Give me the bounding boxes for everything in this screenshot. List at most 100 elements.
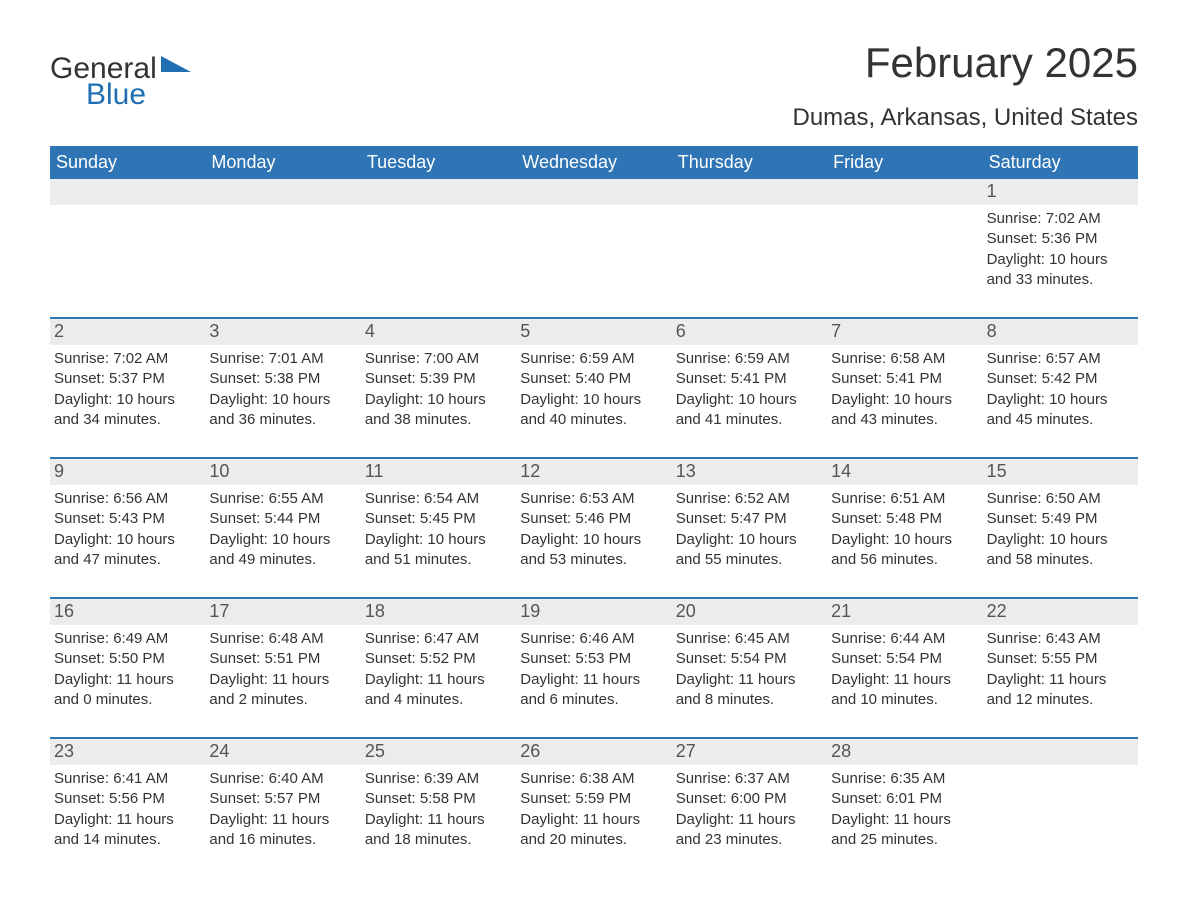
daylight-text: Daylight: 10 hours and 38 minutes. [365, 390, 512, 431]
day-cell: Sunrise: 6:58 AMSunset: 5:41 PMDaylight:… [827, 345, 982, 437]
daylight-text: Daylight: 11 hours and 25 minutes. [831, 810, 978, 851]
day-cell: Sunrise: 6:37 AMSunset: 6:00 PMDaylight:… [672, 765, 827, 857]
day-number: 5 [516, 319, 671, 345]
day-number: 14 [827, 459, 982, 485]
sunset-text: Sunset: 6:00 PM [676, 789, 823, 809]
day-cell [672, 205, 827, 297]
day-number: 12 [516, 459, 671, 485]
day-number: 26 [516, 739, 671, 765]
day-number [50, 179, 205, 205]
day-cell: Sunrise: 6:54 AMSunset: 5:45 PMDaylight:… [361, 485, 516, 577]
calendar-week: 16171819202122Sunrise: 6:49 AMSunset: 5:… [50, 597, 1138, 717]
sunrise-text: Sunrise: 6:41 AM [54, 769, 201, 789]
sunrise-text: Sunrise: 6:46 AM [520, 629, 667, 649]
sunrise-text: Sunrise: 6:55 AM [209, 489, 356, 509]
day-number: 15 [983, 459, 1138, 485]
daybody-row: Sunrise: 6:56 AMSunset: 5:43 PMDaylight:… [50, 485, 1138, 577]
sunset-text: Sunset: 5:51 PM [209, 649, 356, 669]
brand-logo-text: General Blue [50, 54, 191, 110]
daylight-text: Daylight: 11 hours and 8 minutes. [676, 670, 823, 711]
dow-thursday: Thursday [672, 146, 827, 179]
day-cell: Sunrise: 7:00 AMSunset: 5:39 PMDaylight:… [361, 345, 516, 437]
sunset-text: Sunset: 5:47 PM [676, 509, 823, 529]
sunrise-text: Sunrise: 6:35 AM [831, 769, 978, 789]
daybody-row: Sunrise: 6:49 AMSunset: 5:50 PMDaylight:… [50, 625, 1138, 717]
sunset-text: Sunset: 5:49 PM [987, 509, 1134, 529]
sunset-text: Sunset: 5:42 PM [987, 369, 1134, 389]
daylight-text: Daylight: 10 hours and 34 minutes. [54, 390, 201, 431]
sunset-text: Sunset: 5:41 PM [676, 369, 823, 389]
day-number [672, 179, 827, 205]
daylight-text: Daylight: 11 hours and 0 minutes. [54, 670, 201, 711]
daynum-row: 9101112131415 [50, 459, 1138, 485]
sunset-text: Sunset: 5:59 PM [520, 789, 667, 809]
day-number: 13 [672, 459, 827, 485]
day-number: 2 [50, 319, 205, 345]
day-number: 19 [516, 599, 671, 625]
day-number: 6 [672, 319, 827, 345]
sunrise-text: Sunrise: 6:59 AM [520, 349, 667, 369]
sunrise-text: Sunrise: 6:38 AM [520, 769, 667, 789]
daylight-text: Daylight: 11 hours and 4 minutes. [365, 670, 512, 711]
sunrise-text: Sunrise: 6:40 AM [209, 769, 356, 789]
daylight-text: Daylight: 10 hours and 51 minutes. [365, 530, 512, 571]
sunrise-text: Sunrise: 6:43 AM [987, 629, 1134, 649]
calendar: Sunday Monday Tuesday Wednesday Thursday… [50, 146, 1138, 857]
day-cell: Sunrise: 7:01 AMSunset: 5:38 PMDaylight:… [205, 345, 360, 437]
daybody-row: Sunrise: 6:41 AMSunset: 5:56 PMDaylight:… [50, 765, 1138, 857]
day-number: 21 [827, 599, 982, 625]
day-cell: Sunrise: 7:02 AMSunset: 5:37 PMDaylight:… [50, 345, 205, 437]
day-number: 8 [983, 319, 1138, 345]
day-cell: Sunrise: 6:59 AMSunset: 5:40 PMDaylight:… [516, 345, 671, 437]
daylight-text: Daylight: 11 hours and 2 minutes. [209, 670, 356, 711]
sunset-text: Sunset: 5:44 PM [209, 509, 356, 529]
daylight-text: Daylight: 10 hours and 45 minutes. [987, 390, 1134, 431]
day-number: 28 [827, 739, 982, 765]
sunset-text: Sunset: 5:54 PM [831, 649, 978, 669]
daynum-row: 16171819202122 [50, 599, 1138, 625]
daylight-text: Daylight: 10 hours and 55 minutes. [676, 530, 823, 571]
daylight-text: Daylight: 10 hours and 47 minutes. [54, 530, 201, 571]
day-number: 25 [361, 739, 516, 765]
day-cell [827, 205, 982, 297]
sunrise-text: Sunrise: 6:48 AM [209, 629, 356, 649]
daynum-row: 232425262728 [50, 739, 1138, 765]
sunset-text: Sunset: 5:46 PM [520, 509, 667, 529]
sunset-text: Sunset: 5:52 PM [365, 649, 512, 669]
sunset-text: Sunset: 5:39 PM [365, 369, 512, 389]
day-cell: Sunrise: 6:49 AMSunset: 5:50 PMDaylight:… [50, 625, 205, 717]
dow-monday: Monday [205, 146, 360, 179]
day-cell: Sunrise: 6:45 AMSunset: 5:54 PMDaylight:… [672, 625, 827, 717]
daynum-row: 2345678 [50, 319, 1138, 345]
days-of-week-header: Sunday Monday Tuesday Wednesday Thursday… [50, 146, 1138, 179]
daynum-row: 1 [50, 179, 1138, 205]
day-cell [205, 205, 360, 297]
sunrise-text: Sunrise: 6:59 AM [676, 349, 823, 369]
sunrise-text: Sunrise: 6:51 AM [831, 489, 978, 509]
dow-sunday: Sunday [50, 146, 205, 179]
dow-saturday: Saturday [983, 146, 1138, 179]
day-cell: Sunrise: 6:52 AMSunset: 5:47 PMDaylight:… [672, 485, 827, 577]
day-cell [50, 205, 205, 297]
day-cell: Sunrise: 6:53 AMSunset: 5:46 PMDaylight:… [516, 485, 671, 577]
sunrise-text: Sunrise: 6:54 AM [365, 489, 512, 509]
day-cell: Sunrise: 6:51 AMSunset: 5:48 PMDaylight:… [827, 485, 982, 577]
location: Dumas, Arkansas, United States [793, 104, 1139, 132]
daylight-text: Daylight: 10 hours and 56 minutes. [831, 530, 978, 571]
brand-triangle-icon [161, 54, 191, 79]
sunset-text: Sunset: 5:48 PM [831, 509, 978, 529]
sunset-text: Sunset: 5:58 PM [365, 789, 512, 809]
day-cell: Sunrise: 6:46 AMSunset: 5:53 PMDaylight:… [516, 625, 671, 717]
day-number: 11 [361, 459, 516, 485]
sunrise-text: Sunrise: 6:50 AM [987, 489, 1134, 509]
sunrise-text: Sunrise: 6:49 AM [54, 629, 201, 649]
dow-wednesday: Wednesday [516, 146, 671, 179]
day-number: 24 [205, 739, 360, 765]
sunrise-text: Sunrise: 6:39 AM [365, 769, 512, 789]
daylight-text: Daylight: 11 hours and 6 minutes. [520, 670, 667, 711]
day-cell: Sunrise: 6:47 AMSunset: 5:52 PMDaylight:… [361, 625, 516, 717]
day-cell [361, 205, 516, 297]
day-cell: Sunrise: 6:39 AMSunset: 5:58 PMDaylight:… [361, 765, 516, 857]
day-number: 22 [983, 599, 1138, 625]
daylight-text: Daylight: 11 hours and 16 minutes. [209, 810, 356, 851]
